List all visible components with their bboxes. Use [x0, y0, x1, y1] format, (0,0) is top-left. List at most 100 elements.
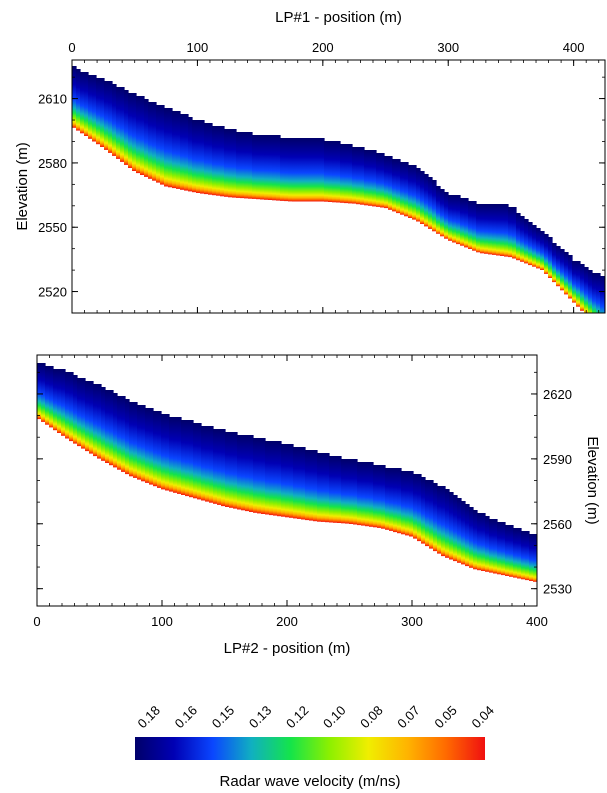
velocity-column — [288, 138, 293, 202]
velocity-column — [437, 486, 442, 554]
velocity-column — [240, 132, 245, 199]
velocity-column — [416, 168, 421, 222]
velocity-column — [372, 150, 377, 207]
velocity-column — [281, 444, 286, 517]
colorbar-tick-label: 0.15 — [209, 703, 238, 732]
velocity-column — [217, 429, 222, 505]
velocity-column — [69, 372, 74, 442]
velocity-column — [428, 177, 433, 229]
velocity-column — [341, 459, 346, 524]
lp1-ticks: 0 100 200 300 400 2520 2550 2580 2610 — [38, 40, 605, 314]
velocity-column — [133, 402, 138, 478]
velocity-column — [249, 435, 254, 512]
velocity-column — [252, 135, 257, 199]
velocity-column — [197, 423, 202, 500]
velocity-column — [336, 141, 341, 203]
velocity-column — [212, 126, 217, 196]
velocity-column — [384, 156, 389, 209]
velocity-column — [349, 459, 354, 524]
velocity-column — [156, 105, 161, 183]
velocity-column — [280, 138, 285, 201]
velocity-column — [556, 246, 561, 287]
velocity-column — [329, 456, 334, 523]
velocity-column — [108, 81, 113, 153]
velocity-column — [185, 420, 190, 497]
velocity-column — [361, 462, 366, 526]
velocity-column — [257, 438, 262, 514]
velocity-column — [400, 162, 405, 215]
velocity-column — [484, 204, 489, 254]
velocity-column — [57, 369, 62, 433]
velocity-column — [461, 501, 466, 565]
velocity-column — [168, 108, 173, 188]
y-tick-label: 2590 — [543, 452, 572, 467]
velocity-column — [85, 381, 90, 452]
velocity-column — [148, 102, 153, 179]
velocity-column — [284, 138, 289, 202]
velocity-column — [220, 126, 225, 197]
velocity-column — [180, 114, 185, 190]
velocity-column — [256, 135, 261, 200]
velocity-column — [128, 93, 133, 168]
velocity-column — [141, 405, 146, 482]
velocity-column — [472, 201, 477, 251]
velocity-column — [84, 72, 89, 136]
velocity-column — [380, 153, 385, 208]
velocity-column — [272, 135, 277, 201]
velocity-column — [417, 474, 422, 542]
velocity-column — [508, 207, 513, 258]
x-tick-label: 0 — [33, 614, 40, 629]
lp1-y-axis-title: Elevation (m) — [14, 142, 31, 230]
velocity-column — [405, 471, 410, 536]
velocity-column — [145, 408, 150, 483]
velocity-column — [436, 186, 441, 234]
velocity-column — [144, 99, 149, 177]
velocity-column — [96, 78, 101, 145]
velocity-column — [409, 471, 414, 537]
velocity-column — [576, 261, 581, 307]
velocity-column — [312, 138, 317, 202]
colorbar-tick-label: 0.08 — [357, 703, 386, 732]
velocity-column — [129, 402, 134, 477]
velocity-column — [261, 438, 266, 514]
velocity-column — [460, 198, 465, 246]
velocity-column — [548, 237, 553, 278]
velocity-column — [452, 195, 457, 243]
velocity-column — [176, 111, 181, 189]
velocity-column — [221, 429, 226, 507]
velocity-column — [333, 456, 338, 523]
y-tick-label: 2520 — [38, 285, 67, 300]
velocity-column — [88, 75, 93, 139]
velocity-column — [208, 123, 213, 195]
velocity-column — [353, 459, 358, 525]
velocity-column — [456, 195, 461, 245]
velocity-column — [493, 519, 498, 574]
velocity-column — [53, 369, 58, 431]
velocity-column — [45, 366, 50, 425]
velocity-column — [41, 363, 46, 422]
velocity-column — [572, 261, 577, 303]
velocity-column — [529, 534, 534, 581]
velocity-column — [169, 417, 174, 492]
velocity-column — [137, 405, 142, 480]
velocity-column — [440, 189, 445, 237]
velocity-column — [320, 138, 325, 202]
velocity-column — [560, 249, 565, 291]
velocity-column — [149, 408, 154, 485]
velocity-column — [77, 378, 82, 447]
velocity-column — [533, 534, 537, 582]
velocity-column — [393, 468, 398, 533]
velocity-column — [501, 522, 506, 576]
velocity-column — [540, 231, 545, 270]
velocity-column — [165, 414, 170, 491]
velocity-column — [277, 441, 282, 517]
velocity-column — [445, 489, 450, 558]
velocity-column — [429, 480, 434, 549]
velocity-column — [481, 513, 486, 571]
velocity-column — [260, 135, 265, 200]
colorbar-tick-label: 0.05 — [431, 703, 460, 732]
velocity-column — [177, 417, 182, 494]
velocity-column — [376, 153, 381, 207]
velocity-column — [136, 96, 141, 174]
velocity-column — [300, 138, 305, 202]
